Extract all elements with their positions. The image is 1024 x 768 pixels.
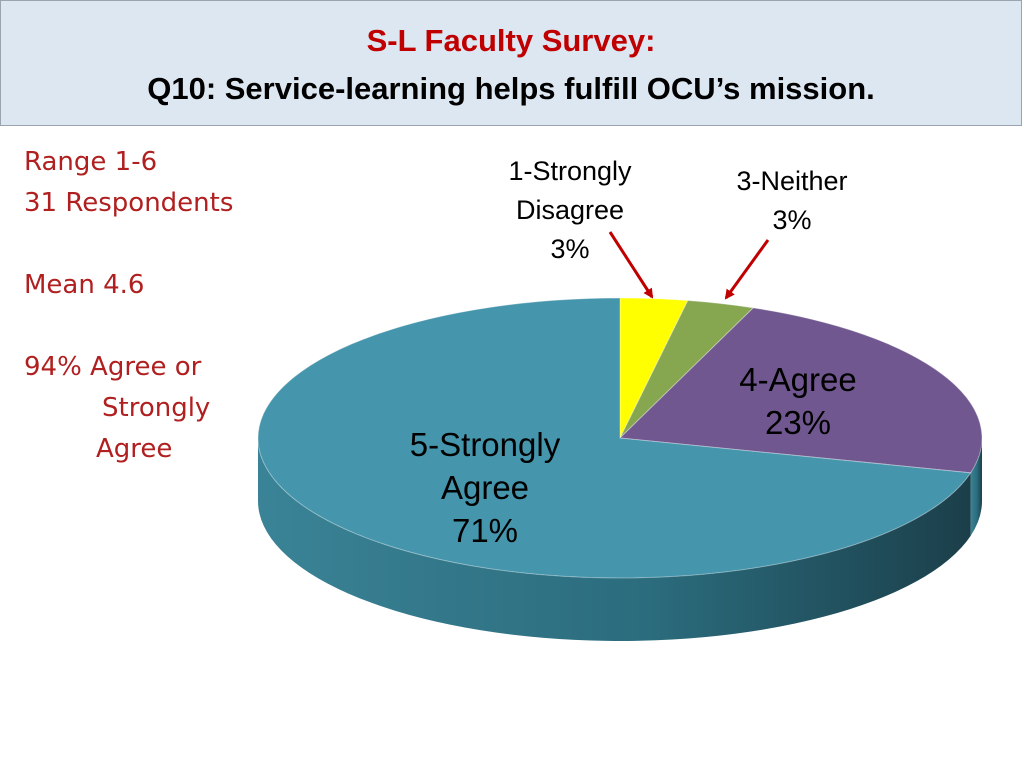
callout-arrow-1-strongly-disagree [608, 231, 654, 299]
pie-label-percent: 23% [764, 404, 832, 441]
callout-arrow-3-neither [724, 239, 770, 300]
pie-label-percent: 71% [451, 512, 519, 549]
pie-label-percent: 3% [550, 234, 590, 264]
pie-label-4-agree: 4-Agree 23% [708, 358, 888, 444]
pie-side-4-agree [970, 438, 982, 536]
pie-label-3-neither: 3-Neither 3% [712, 162, 872, 240]
pie-label-text: 5-Strongly [409, 426, 561, 463]
pie-label-5-strongly-agree: 5-Strongly Agree 71% [375, 423, 595, 552]
title-banner: S-L Faculty Survey: Q10: Service-learnin… [0, 0, 1022, 126]
stat-agree-line2: Strongly [102, 393, 211, 423]
stat-agree-line1: 94% Agree or [24, 352, 202, 382]
pie-label-1-strongly-disagree: 1-Strongly Disagree 3% [480, 152, 660, 269]
slide-title: S-L Faculty Survey: [366, 23, 656, 58]
stat-range: Range 1-6 [24, 147, 158, 177]
pie-slice-1-strongly-disagree [619, 297, 689, 439]
pie-slices [257, 297, 983, 579]
pie-callouts [608, 231, 770, 300]
pie-label-text: 4-Agree [739, 361, 857, 398]
slide-subtitle: Q10: Service-learning helps fulfill OCU’… [147, 71, 875, 106]
pie-sides [258, 438, 982, 641]
pie-label-percent: 3% [772, 205, 812, 235]
pie-slice-4-agree [618, 307, 983, 474]
summary-stats: Range 1-6 31 Respondents Mean 4.6 94% Ag… [24, 142, 324, 470]
stat-agree-line3: Agree [96, 434, 173, 464]
pie-label-text: 3-Neither [736, 166, 848, 196]
pie-label-text: 1-Strongly [508, 156, 632, 186]
stat-mean: Mean 4.6 [24, 270, 145, 300]
pie-slice-5-strongly-agree [257, 297, 972, 579]
pie-slice-3-neither [619, 299, 755, 439]
pie-label-text: Agree [440, 469, 530, 506]
pie-side-5-strongly-agree [258, 438, 971, 641]
pie-label-text: Disagree [515, 195, 625, 225]
stat-respondents: 31 Respondents [24, 188, 234, 218]
